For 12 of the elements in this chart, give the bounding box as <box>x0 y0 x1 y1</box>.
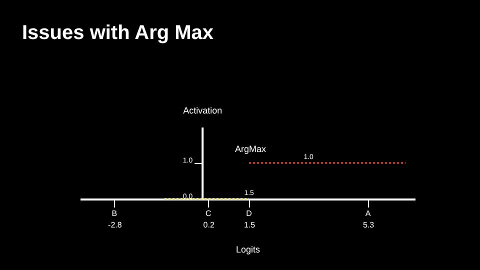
x-axis-title: Logits <box>236 244 260 254</box>
x-tick-label: 0.2 <box>203 220 215 230</box>
text: C <box>205 209 212 218</box>
y-axis-title: Activation <box>183 106 222 116</box>
text: B <box>112 209 118 218</box>
text: A <box>365 209 372 218</box>
x-tick-label: -2.8 <box>108 220 122 230</box>
x-tick-label: 1.5 <box>244 220 256 230</box>
text: D <box>246 209 252 218</box>
x-tick-label: 5.3 <box>362 220 375 230</box>
annotation: ArgMax <box>235 144 266 154</box>
chart-title: Issues with Arg Max <box>22 22 214 45</box>
